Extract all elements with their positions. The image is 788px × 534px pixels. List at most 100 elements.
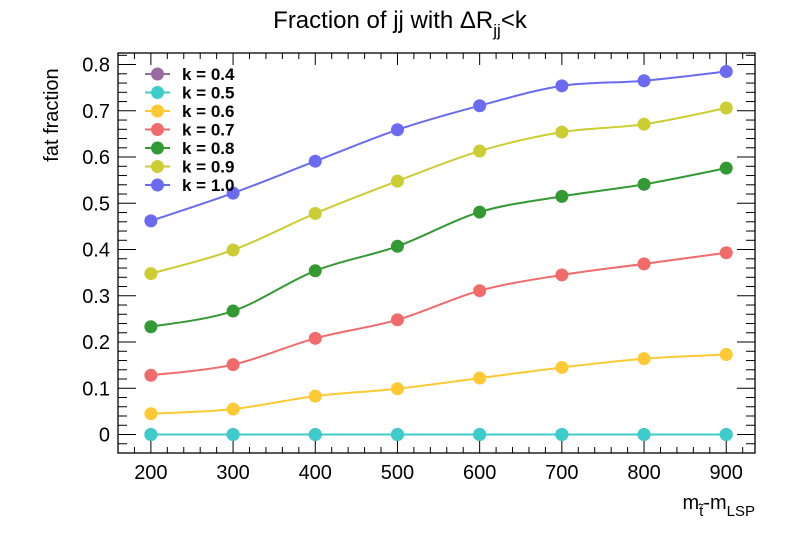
data-point: [308, 206, 322, 220]
data-point: [390, 313, 404, 327]
series-line-3: [150, 251, 727, 377]
data-point: [555, 360, 569, 374]
data-point: [308, 428, 322, 442]
data-point: [637, 74, 651, 88]
legend-swatch-marker: [151, 104, 164, 118]
data-point: [637, 428, 651, 442]
data-point: [473, 205, 487, 219]
data-point: [637, 257, 651, 271]
data-point: [555, 125, 569, 139]
y-tick-label: 0.1: [82, 378, 110, 400]
x-tick-label: 800: [627, 462, 660, 484]
chart-title: Fraction of jj with ΔRjj<k: [273, 7, 528, 40]
legend-label: k = 0.5: [182, 84, 234, 103]
plot-frame: [117, 52, 756, 454]
legend-entry: k = 0.8: [145, 139, 234, 158]
data-point: [390, 428, 404, 442]
data-point: [473, 284, 487, 298]
data-point: [719, 348, 733, 362]
axis-ticks: [118, 53, 755, 454]
data-point: [390, 174, 404, 188]
data-point: [308, 389, 322, 403]
y-tick-label: 0: [99, 425, 110, 447]
data-point: [555, 189, 569, 203]
data-point: [144, 407, 158, 421]
y-tick-label: 0.7: [82, 101, 110, 123]
data-point: [719, 428, 733, 442]
data-point: [226, 428, 240, 442]
x-tick-label: 700: [545, 462, 578, 484]
data-point: [226, 243, 240, 257]
legend-label: k = 0.8: [182, 139, 234, 158]
y-tick-label: 0.6: [82, 147, 110, 169]
data-point: [226, 402, 240, 416]
x-tick-label: 600: [463, 462, 496, 484]
plot-area: 200 300 400 500 600 700 800 900 0 0.1 0.2 0.3 0.4 0.…: [82, 52, 756, 484]
data-point: [473, 371, 487, 385]
x-tick-label: 300: [216, 462, 249, 484]
series-line-5: [150, 107, 727, 275]
y-tick-label: 0.8: [82, 55, 110, 77]
legend-label: k = 0.6: [182, 102, 234, 121]
y-tick-label: 0.2: [82, 332, 110, 354]
legend-label: k = 0.7: [182, 121, 234, 140]
legend-swatch-marker: [151, 178, 164, 192]
data-point: [719, 101, 733, 115]
series-points: [144, 64, 733, 442]
data-point: [473, 99, 487, 113]
data-point: [144, 320, 158, 334]
legend-swatch-marker: [151, 86, 164, 99]
legend-swatch-marker: [151, 160, 164, 173]
data-point: [308, 331, 322, 345]
legend-swatch-marker: [151, 67, 164, 81]
series-line-2: [150, 353, 727, 415]
data-point: [555, 79, 569, 93]
data-point: [637, 177, 651, 191]
legend-entry: k = 0.5: [145, 84, 234, 103]
series-line-6: [150, 70, 727, 222]
legend-entry: k = 0.4: [145, 65, 235, 84]
data-point: [719, 161, 733, 175]
data-point: [390, 382, 404, 396]
legend-label: k = 1.0: [182, 176, 234, 195]
y-tick-label: 0.4: [82, 240, 110, 262]
series-line-4: [150, 167, 727, 328]
data-point: [719, 64, 733, 78]
data-point: [144, 267, 158, 281]
data-point: [308, 264, 322, 278]
data-point: [637, 117, 651, 131]
y-tick-label: 0.3: [82, 286, 110, 308]
legend-swatch-marker: [151, 123, 164, 136]
data-point: [308, 154, 322, 168]
data-point: [226, 186, 240, 200]
legend-entry: k = 0.9: [145, 158, 234, 177]
legend-label: k = 0.4: [182, 65, 235, 84]
data-point: [390, 239, 404, 253]
y-axis-title: fat fraction: [41, 68, 63, 161]
data-point: [144, 428, 158, 442]
series-lines: [150, 70, 727, 436]
data-point: [473, 144, 487, 158]
data-point: [555, 268, 569, 282]
data-point: [226, 304, 240, 318]
data-point: [390, 123, 404, 137]
data-point: [555, 428, 569, 442]
data-point: [226, 358, 240, 372]
legend-entry: k = 0.7: [145, 121, 234, 140]
data-point: [144, 368, 158, 382]
data-point: [473, 428, 487, 442]
x-tick-label: 200: [134, 462, 167, 484]
x-tick-labels: 200 300 400 500 600 700 800 900: [134, 462, 743, 484]
legend-label: k = 0.9: [182, 158, 234, 177]
x-tick-label: 500: [381, 462, 414, 484]
y-tick-labels: 0 0.1 0.2 0.3 0.4 0.5 0.6 0.7 0.8: [82, 55, 110, 447]
legend-swatch-marker: [151, 141, 164, 155]
x-tick-label: 400: [299, 462, 332, 484]
data-point: [719, 246, 733, 260]
legend-entry: k = 1.0: [145, 176, 234, 195]
legend-entry: k = 0.6: [145, 102, 234, 121]
data-point: [144, 214, 158, 228]
x-axis-title: mt̃-mLSP: [682, 492, 755, 520]
data-point: [637, 352, 651, 366]
